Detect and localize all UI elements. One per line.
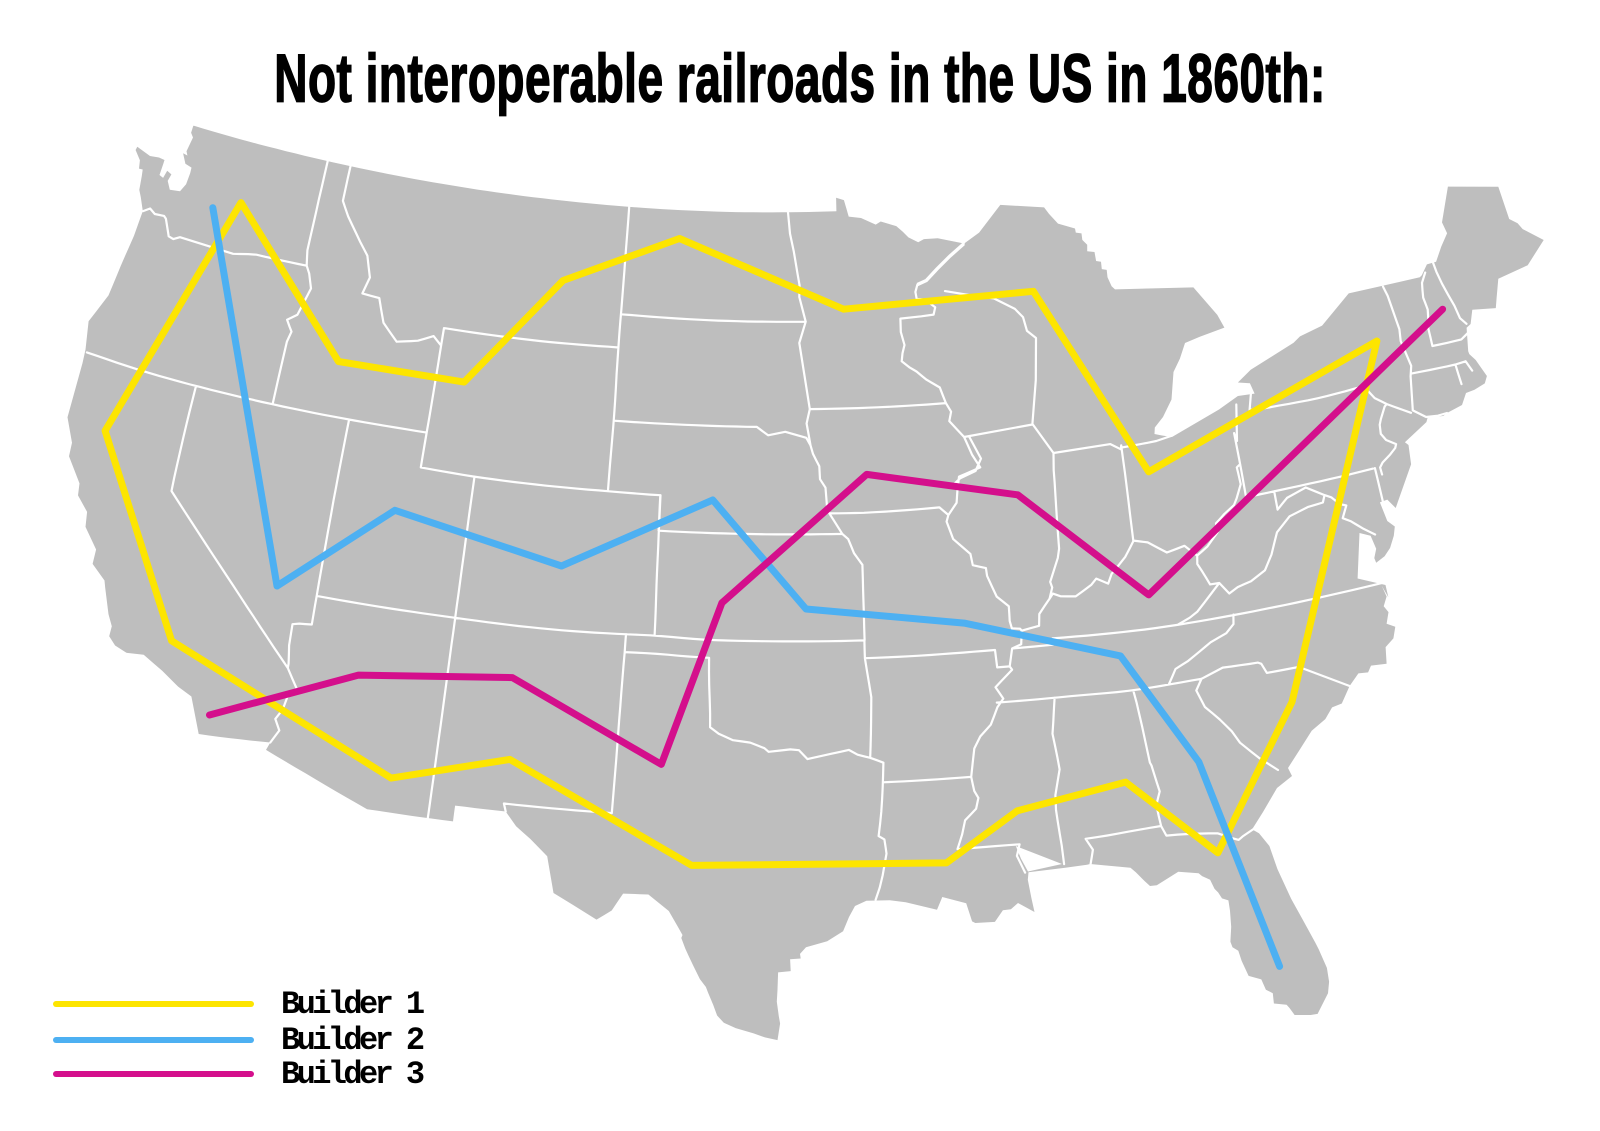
svg-text:Builder 2: Builder 2 bbox=[281, 1022, 424, 1059]
svg-text:Builder 3: Builder 3 bbox=[281, 1056, 424, 1093]
svg-text:Builder 1: Builder 1 bbox=[281, 986, 424, 1023]
